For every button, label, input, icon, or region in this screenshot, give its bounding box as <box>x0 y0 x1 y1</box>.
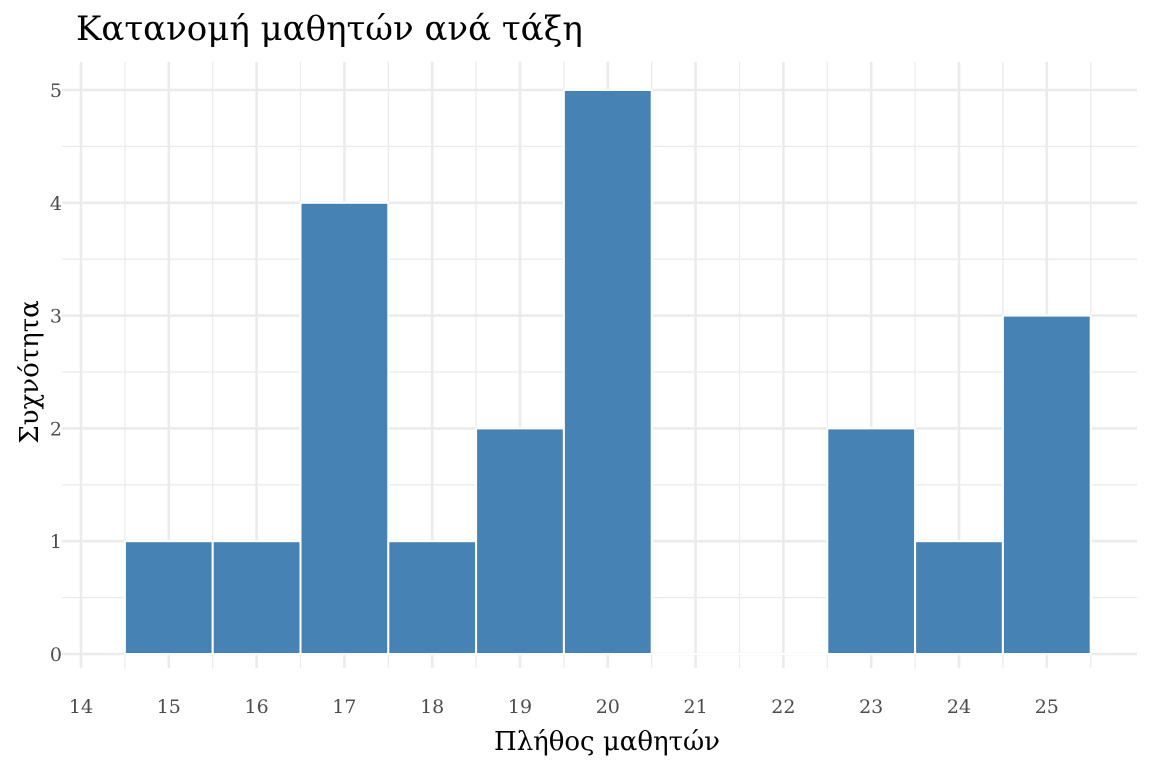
histogram-bar-25 <box>1001 314 1092 655</box>
x-tick-label: 21 <box>684 696 708 718</box>
y-tick-label: 3 <box>50 306 62 328</box>
x-tick-label: 24 <box>947 696 971 718</box>
histogram-bar-23 <box>826 427 917 655</box>
x-axis-title: Πλήθος μαθητών <box>494 727 720 757</box>
x-tick-label: 25 <box>1035 696 1059 718</box>
x-tick-label: 23 <box>859 696 883 718</box>
histogram-bar-16 <box>211 540 302 656</box>
chart-title: Κατανομή μαθητών ανά τάξη <box>76 9 583 49</box>
y-tick-label: 2 <box>50 418 62 440</box>
y-tick-label: 4 <box>50 193 62 215</box>
y-tick-label: 0 <box>50 644 62 666</box>
y-tick-label: 5 <box>50 80 62 102</box>
x-tick-labels: 14 15 16 17 18 19 20 21 22 23 24 25 <box>69 696 1059 718</box>
x-tick-label: 17 <box>332 696 356 718</box>
x-tick-label: 15 <box>157 696 181 718</box>
y-tick-label: 1 <box>50 531 62 553</box>
histogram-bar-19 <box>475 427 565 655</box>
histogram-bar-17 <box>299 201 390 656</box>
y-tick-labels: 0 1 2 3 4 5 <box>50 80 62 666</box>
histogram-bar-20 <box>562 89 653 655</box>
x-tick-label: 18 <box>420 696 444 718</box>
y-axis-title: Συχνότητα <box>15 300 45 443</box>
x-tick-label: 19 <box>508 696 532 718</box>
histogram-bar-18 <box>387 540 478 656</box>
histogram-bar-24 <box>914 540 1004 656</box>
bars <box>123 89 1092 656</box>
histogram-bar-15 <box>123 540 214 656</box>
x-tick-label: 14 <box>69 696 93 718</box>
x-tick-label: 20 <box>596 696 620 718</box>
x-tick-label: 16 <box>245 696 269 718</box>
x-tick-label: 22 <box>771 696 795 718</box>
